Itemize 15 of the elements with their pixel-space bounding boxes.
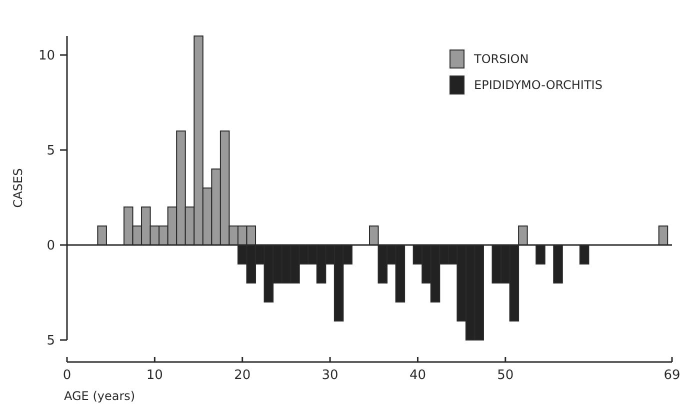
legend-label: EPIDIDYMO-ORCHITIS: [474, 78, 602, 92]
legend-label: TORSION: [473, 52, 529, 66]
y-tick-label: 5: [46, 334, 55, 349]
x-axis-title: AGE (years): [64, 389, 136, 403]
x-tick-label: 20: [234, 368, 251, 383]
x-tick-label: 30: [322, 368, 338, 383]
y-axis-title: CASES: [11, 168, 25, 208]
x-tick-label: 40: [409, 368, 426, 383]
x-tick-label: 69: [664, 368, 680, 383]
y-tick-label: 0: [46, 238, 55, 254]
x-tick-label: 0: [62, 368, 72, 383]
x-tick-label: 10: [146, 368, 163, 383]
y-tick-label: 5: [46, 144, 55, 159]
y-tick-label: 10: [38, 48, 55, 64]
x-tick-label: 50: [497, 368, 514, 383]
